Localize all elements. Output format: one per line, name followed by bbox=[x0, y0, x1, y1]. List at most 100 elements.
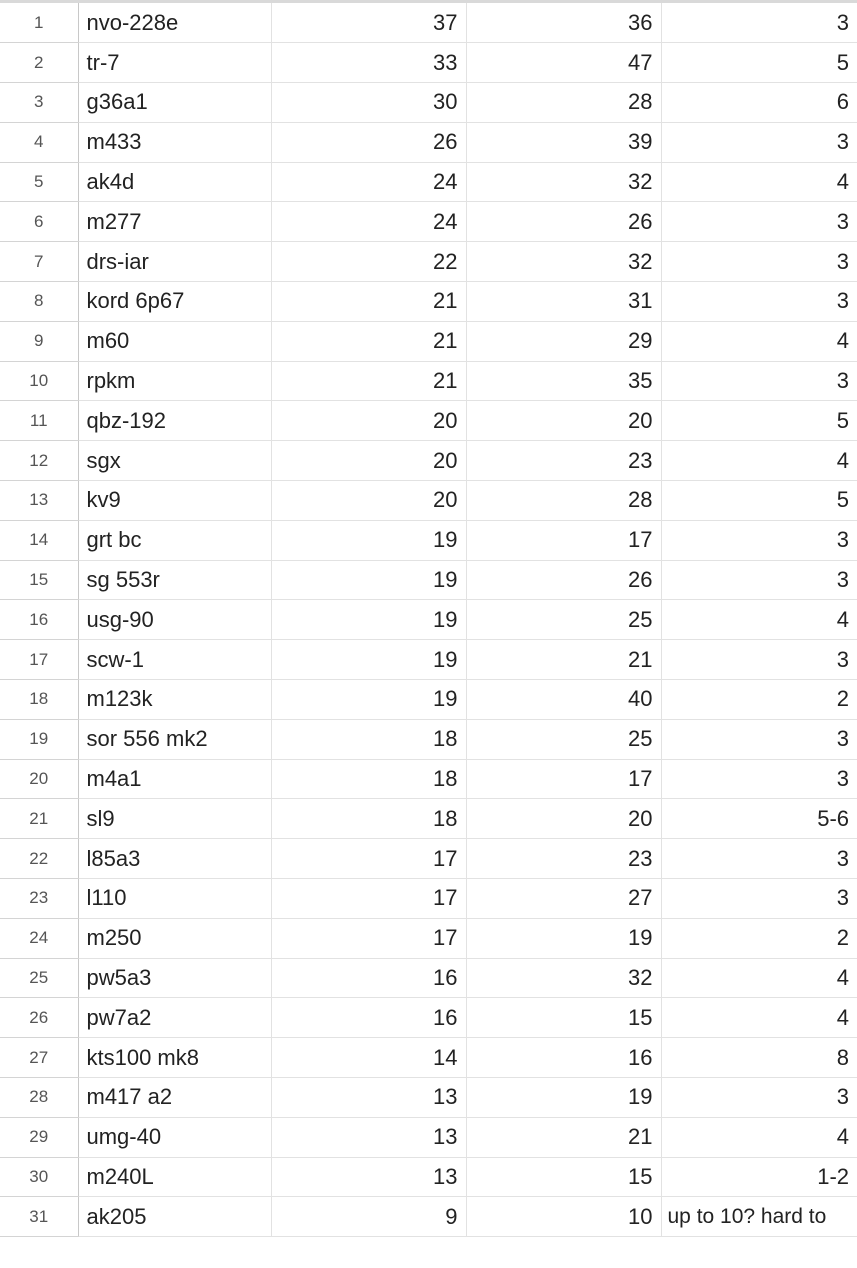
cell-name[interactable]: m433 bbox=[78, 122, 272, 163]
cell-b[interactable]: 18 bbox=[271, 719, 467, 760]
cell-b[interactable]: 20 bbox=[271, 400, 467, 442]
cell-name[interactable]: sgx bbox=[78, 440, 272, 482]
row-number[interactable]: 26 bbox=[0, 997, 79, 1039]
row-number[interactable]: 3 bbox=[0, 82, 79, 123]
cell-c[interactable]: 36 bbox=[466, 3, 662, 44]
cell-d[interactable]: 4 bbox=[661, 440, 857, 482]
cell-c[interactable]: 23 bbox=[466, 838, 662, 880]
cell-b[interactable]: 22 bbox=[271, 241, 467, 283]
cell-c[interactable]: 32 bbox=[466, 958, 662, 999]
cell-name[interactable]: l110 bbox=[78, 878, 272, 919]
row-number[interactable]: 29 bbox=[0, 1117, 79, 1158]
cell-d[interactable]: 3 bbox=[661, 1077, 857, 1118]
cell-d[interactable]: 5 bbox=[661, 400, 857, 442]
cell-d[interactable]: 4 bbox=[661, 321, 857, 362]
cell-d[interactable]: 3 bbox=[661, 639, 857, 681]
cell-c[interactable]: 16 bbox=[466, 1037, 662, 1079]
cell-d[interactable]: 3 bbox=[661, 241, 857, 283]
cell-d[interactable]: 1-2 bbox=[661, 1157, 857, 1198]
cell-d[interactable]: 5 bbox=[661, 480, 857, 521]
cell-b[interactable]: 21 bbox=[271, 361, 467, 402]
cell-b[interactable]: 19 bbox=[271, 560, 467, 601]
cell-c[interactable]: 32 bbox=[466, 241, 662, 283]
cell-b[interactable]: 19 bbox=[271, 639, 467, 681]
cell-c[interactable]: 17 bbox=[466, 520, 662, 561]
cell-c[interactable]: 32 bbox=[466, 162, 662, 203]
row-number[interactable]: 8 bbox=[0, 281, 79, 322]
cell-name[interactable]: sor 556 mk2 bbox=[78, 719, 272, 760]
cell-b[interactable]: 30 bbox=[271, 82, 467, 123]
cell-name[interactable]: drs-iar bbox=[78, 241, 272, 283]
cell-d[interactable]: 3 bbox=[661, 838, 857, 880]
row-number[interactable]: 18 bbox=[0, 679, 79, 720]
row-number[interactable]: 9 bbox=[0, 321, 79, 362]
cell-name[interactable]: qbz-192 bbox=[78, 400, 272, 442]
cell-b[interactable]: 13 bbox=[271, 1117, 467, 1158]
row-number[interactable]: 28 bbox=[0, 1077, 79, 1118]
cell-c[interactable]: 21 bbox=[466, 639, 662, 681]
row-number[interactable]: 14 bbox=[0, 520, 79, 561]
cell-d[interactable]: 5 bbox=[661, 42, 857, 84]
cell-c[interactable]: 28 bbox=[466, 480, 662, 521]
cell-b[interactable]: 21 bbox=[271, 321, 467, 362]
row-number[interactable]: 7 bbox=[0, 241, 79, 283]
cell-name[interactable]: kv9 bbox=[78, 480, 272, 521]
cell-c[interactable]: 26 bbox=[466, 560, 662, 601]
cell-b[interactable]: 21 bbox=[271, 281, 467, 322]
cell-name[interactable]: l85a3 bbox=[78, 838, 272, 880]
cell-c[interactable]: 26 bbox=[466, 201, 662, 243]
cell-c[interactable]: 25 bbox=[466, 599, 662, 641]
cell-d[interactable]: 4 bbox=[661, 599, 857, 641]
cell-d[interactable]: 2 bbox=[661, 918, 857, 959]
cell-name[interactable]: grt bc bbox=[78, 520, 272, 561]
cell-d[interactable]: 4 bbox=[661, 162, 857, 203]
cell-c[interactable]: 15 bbox=[466, 1157, 662, 1198]
cell-name[interactable]: ak4d bbox=[78, 162, 272, 203]
row-number[interactable]: 16 bbox=[0, 599, 79, 641]
cell-c[interactable]: 25 bbox=[466, 719, 662, 760]
row-number[interactable]: 25 bbox=[0, 958, 79, 999]
cell-b[interactable]: 16 bbox=[271, 997, 467, 1039]
row-number[interactable]: 2 bbox=[0, 42, 79, 84]
cell-b[interactable]: 20 bbox=[271, 440, 467, 482]
cell-b[interactable]: 19 bbox=[271, 520, 467, 561]
cell-c[interactable]: 15 bbox=[466, 997, 662, 1039]
cell-c[interactable]: 35 bbox=[466, 361, 662, 402]
row-number[interactable]: 24 bbox=[0, 918, 79, 959]
cell-b[interactable]: 33 bbox=[271, 42, 467, 84]
cell-c[interactable]: 20 bbox=[466, 400, 662, 442]
cell-b[interactable]: 26 bbox=[271, 122, 467, 163]
cell-d[interactable]: 3 bbox=[661, 201, 857, 243]
cell-d[interactable]: 3 bbox=[661, 878, 857, 919]
cell-d[interactable]: 3 bbox=[661, 719, 857, 760]
cell-b[interactable]: 17 bbox=[271, 918, 467, 959]
cell-d[interactable]: 6 bbox=[661, 82, 857, 123]
row-number[interactable]: 30 bbox=[0, 1157, 79, 1198]
cell-c[interactable]: 39 bbox=[466, 122, 662, 163]
cell-name[interactable]: sl9 bbox=[78, 798, 272, 840]
row-number[interactable]: 11 bbox=[0, 400, 79, 442]
cell-d[interactable]: 3 bbox=[661, 560, 857, 601]
cell-c[interactable]: 31 bbox=[466, 281, 662, 322]
cell-b[interactable]: 24 bbox=[271, 201, 467, 243]
cell-c[interactable]: 40 bbox=[466, 679, 662, 720]
cell-name[interactable]: kts100 mk8 bbox=[78, 1037, 272, 1079]
row-number[interactable]: 20 bbox=[0, 759, 79, 800]
cell-name[interactable]: pw5a3 bbox=[78, 958, 272, 999]
cell-d[interactable]: 3 bbox=[661, 281, 857, 322]
cell-name[interactable]: nvo-228e bbox=[78, 3, 272, 44]
cell-b[interactable]: 14 bbox=[271, 1037, 467, 1079]
cell-name[interactable]: m277 bbox=[78, 201, 272, 243]
cell-b[interactable]: 20 bbox=[271, 480, 467, 521]
cell-c[interactable]: 23 bbox=[466, 440, 662, 482]
cell-c[interactable]: 19 bbox=[466, 1077, 662, 1118]
cell-d[interactable]: 4 bbox=[661, 1117, 857, 1158]
cell-c[interactable]: 47 bbox=[466, 42, 662, 84]
row-number[interactable]: 19 bbox=[0, 719, 79, 760]
cell-name[interactable]: sg 553r bbox=[78, 560, 272, 601]
cell-b[interactable]: 24 bbox=[271, 162, 467, 203]
cell-name[interactable]: m417 a2 bbox=[78, 1077, 272, 1118]
row-number[interactable]: 1 bbox=[0, 3, 79, 44]
cell-c[interactable]: 28 bbox=[466, 82, 662, 123]
row-number[interactable]: 22 bbox=[0, 838, 79, 880]
